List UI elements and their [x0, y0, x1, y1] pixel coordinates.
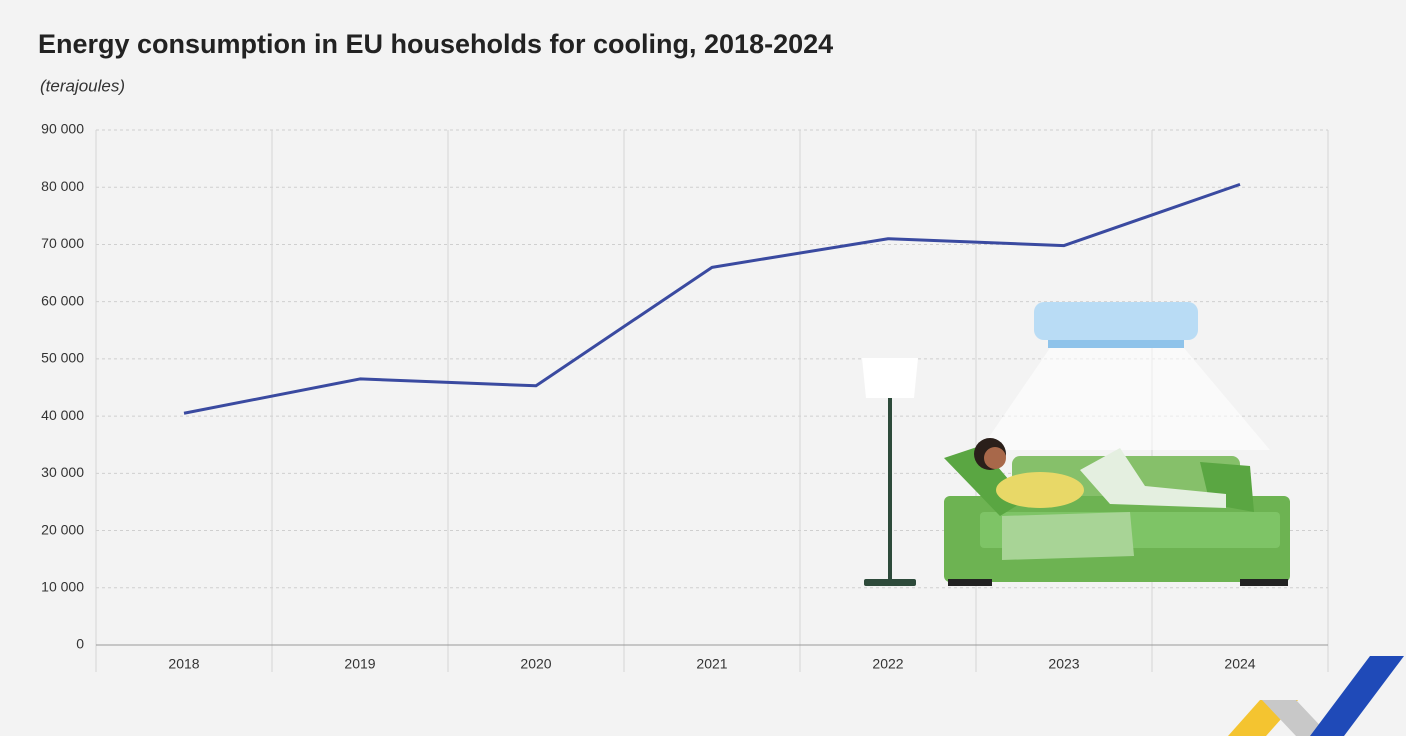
x-tick-label: 2024 — [1224, 656, 1255, 672]
data-line — [183, 182, 1241, 415]
y-tick-label: 50 000 — [41, 350, 84, 366]
y-tick-label: 60 000 — [41, 292, 84, 308]
y-tick-label: 70 000 — [41, 235, 84, 251]
y-tick-label: 80 000 — [41, 178, 84, 194]
chart-subtitle: (terajoules) — [40, 76, 125, 95]
y-tick-label: 0 — [76, 636, 84, 652]
x-tick-label: 2020 — [520, 656, 551, 672]
x-tick-label: 2021 — [696, 656, 727, 672]
x-tick-label: 2022 — [872, 656, 903, 672]
y-tick-label: 30 000 — [41, 464, 84, 480]
x-tick-label: 2019 — [344, 656, 375, 672]
y-tick-label: 90 000 — [41, 121, 84, 137]
y-tick-label: 10 000 — [41, 578, 84, 594]
illustration — [862, 302, 1290, 586]
x-tick-label: 2018 — [168, 656, 199, 672]
logo — [1228, 656, 1404, 736]
chart-title: Energy consumption in EU households for … — [38, 29, 833, 59]
x-tick-label: 2023 — [1048, 656, 1079, 672]
y-tick-label: 20 000 — [41, 521, 84, 537]
y-tick-label: 40 000 — [41, 407, 84, 423]
